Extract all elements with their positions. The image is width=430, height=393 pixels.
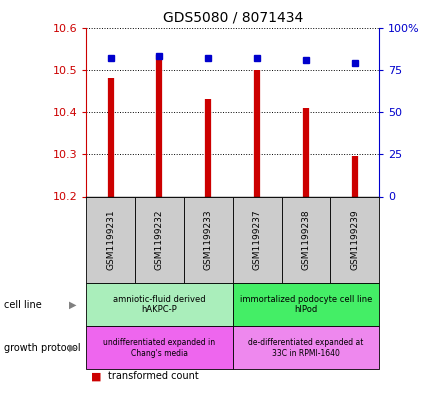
Text: cell line: cell line [4, 299, 42, 310]
Text: transformed count: transformed count [108, 371, 198, 381]
Text: amniotic-fluid derived
hAKPC-P: amniotic-fluid derived hAKPC-P [113, 295, 205, 314]
Bar [86, 196, 135, 283]
Text: GSM1199231: GSM1199231 [106, 209, 115, 270]
Text: ▶: ▶ [69, 299, 76, 310]
Text: de-differentiated expanded at
33C in RPMI-1640: de-differentiated expanded at 33C in RPM… [248, 338, 363, 358]
Text: GSM1199233: GSM1199233 [203, 209, 212, 270]
Bar [330, 196, 378, 283]
Text: GSM1199237: GSM1199237 [252, 209, 261, 270]
Bar [86, 283, 232, 326]
Text: undifferentiated expanded in
Chang's media: undifferentiated expanded in Chang's med… [103, 338, 215, 358]
Text: growth protocol: growth protocol [4, 343, 81, 353]
Bar [232, 326, 378, 369]
Bar [232, 283, 378, 326]
Text: GSM1199238: GSM1199238 [301, 209, 310, 270]
Bar [135, 196, 184, 283]
Bar [86, 326, 232, 369]
Bar [232, 196, 281, 283]
Text: GSM1199232: GSM1199232 [155, 209, 163, 270]
Text: GSM1199239: GSM1199239 [350, 209, 359, 270]
Bar [281, 196, 330, 283]
Text: ▶: ▶ [69, 343, 76, 353]
Text: ■: ■ [90, 371, 101, 381]
Bar [184, 196, 232, 283]
Title: GDS5080 / 8071434: GDS5080 / 8071434 [162, 11, 302, 25]
Text: immortalized podocyte cell line
hIPod: immortalized podocyte cell line hIPod [239, 295, 372, 314]
